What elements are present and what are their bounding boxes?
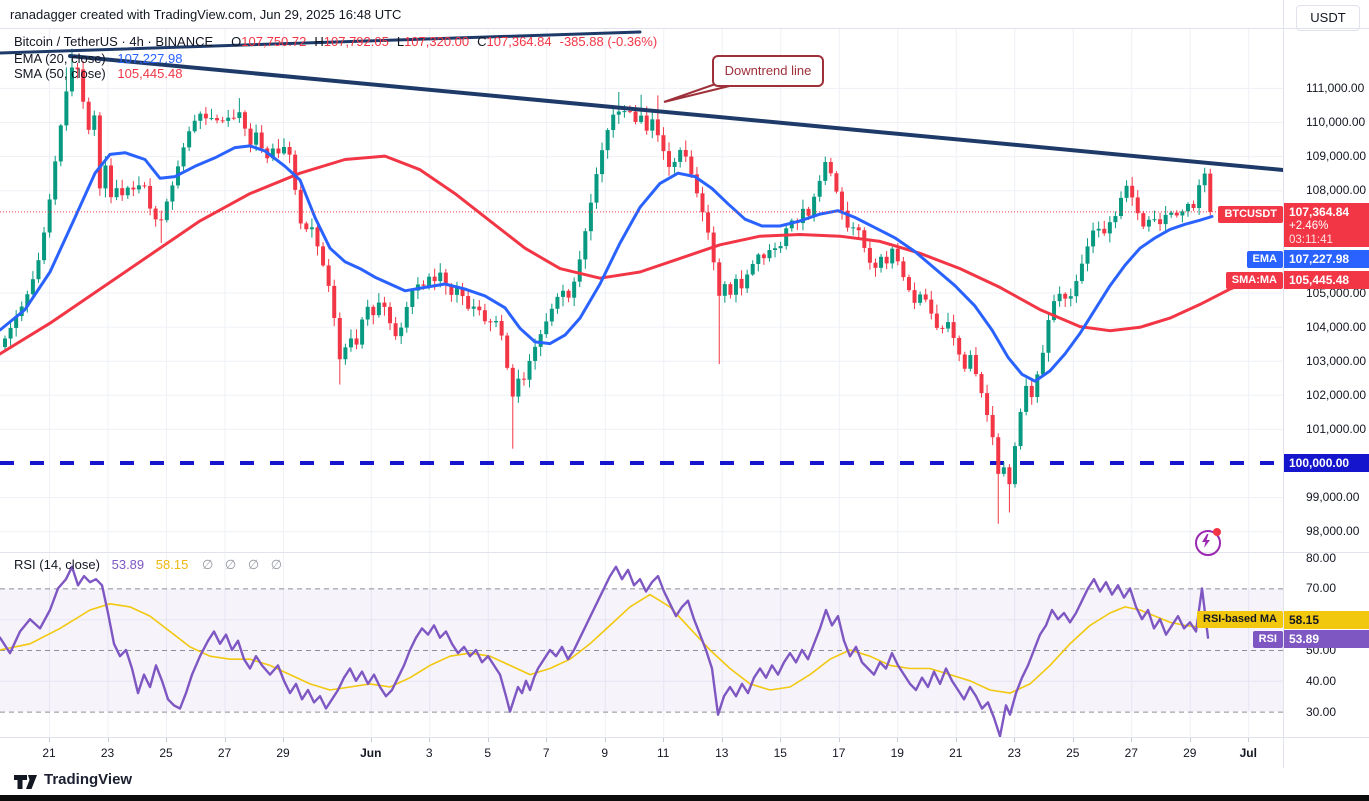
chart-top-border (0, 28, 1369, 29)
time-axis-tick (1189, 738, 1191, 742)
currency-toggle-button[interactable]: USDT (1296, 5, 1360, 31)
time-axis-label: 7 (542, 746, 550, 760)
time-axis-tick (897, 738, 899, 742)
pane-separator[interactable] (0, 552, 1369, 553)
axis-tick-label: 102,000.00 (1306, 387, 1367, 402)
axis-tick-label: 111,000.00 (1306, 80, 1365, 95)
time-axis-label: 13 (715, 746, 729, 760)
time-axis-label: 23 (100, 746, 115, 760)
time-axis-tick (1131, 738, 1133, 742)
sma-value-badge: 105,445.48 (1284, 271, 1369, 289)
price-scale-axis[interactable]: USDT 111,000.00 110,000.00 109,000.00 108,0… (1283, 0, 1369, 768)
symbol-price-pill: BTCUSDT (1218, 206, 1283, 223)
axis-tick-label: 30.00 (1306, 704, 1337, 719)
price-chart-canvas[interactable] (0, 0, 1284, 740)
axis-tick-label: 101,000.00 (1306, 421, 1367, 436)
time-axis-tick (838, 738, 840, 742)
time-axis-tick (107, 738, 109, 742)
time-axis-tick (224, 738, 226, 742)
watermark-text: ranadagger created with TradingView.com,… (10, 7, 402, 22)
last-price-badge: 107,364.84 +2.46% 03:11:41 (1284, 203, 1369, 247)
axis-tick-label: 99,000.00 (1306, 490, 1360, 505)
time-axis-label: 25 (159, 746, 173, 760)
axis-tick-label: 109,000.00 (1306, 149, 1367, 164)
time-axis-tick (1072, 738, 1074, 742)
time-axis-tick (283, 738, 284, 742)
time-axis-tick (370, 738, 372, 742)
hline-value-badge: 100,000.00 (1284, 454, 1369, 472)
time-axis-label: 21 (949, 746, 963, 760)
time-axis-label: 23 (1007, 746, 1021, 760)
time-axis-label: 27 (217, 746, 232, 760)
time-axis-tick (49, 738, 50, 742)
time-axis-tick (663, 738, 665, 742)
time-axis-tick (487, 738, 489, 742)
axis-tick-label: 98,000.00 (1306, 524, 1360, 539)
tradingview-logo-icon[interactable] (13, 772, 41, 792)
lightning-ring-icon (1195, 530, 1221, 556)
time-scale-axis[interactable]: 21 23 25 27 29 Jun 3 5 7 9 11 13 15 17 19 21 23 25 27 29 Jul (0, 737, 1369, 768)
time-axis-tick (955, 738, 957, 742)
notification-dot (1213, 528, 1221, 536)
time-axis-label: 27 (1124, 746, 1138, 760)
rsi-ma-value-badge: 58.15 (1284, 611, 1369, 629)
time-axis-label: 29 (1183, 746, 1197, 760)
lightning-ideas-button[interactable] (1194, 528, 1222, 556)
time-axis-tick (429, 738, 431, 742)
rsi-value-badge: 53.89 (1284, 630, 1369, 648)
rsi-ma-pill: RSI-based MA (1197, 611, 1283, 628)
time-axis-label: Jul (1239, 746, 1257, 760)
time-axis-label: 29 (276, 746, 290, 760)
time-axis-tick (546, 738, 548, 742)
ema-value-badge: 107,227.98 (1284, 250, 1369, 268)
axis-tick-label: 103,000.00 (1306, 353, 1367, 368)
time-axis-tick (1014, 738, 1016, 742)
rsi-pill: RSI (1252, 631, 1283, 648)
time-axis-label: 9 (601, 746, 609, 760)
tradingview-brand-link[interactable]: TradingView (44, 771, 133, 788)
axis-tick-label: 108,000.00 (1306, 183, 1367, 198)
axis-tick-label: 104,000.00 (1306, 319, 1367, 334)
lightning-bolt-icon (1202, 534, 1210, 548)
footer-bar: TradingView (0, 768, 1369, 795)
axis-tick-label: 40.00 (1306, 673, 1337, 688)
time-axis-label: 11 (657, 746, 670, 760)
time-axis-tick (1248, 738, 1250, 742)
time-axis-label: 15 (773, 746, 787, 760)
bottom-black-bar (0, 795, 1369, 801)
axis-tick-label: 70.00 (1306, 581, 1337, 596)
time-axis-tick (780, 738, 782, 742)
time-axis-tick (604, 738, 606, 742)
time-axis-label: 19 (890, 746, 904, 760)
axis-tick-label: 110,000.00 (1306, 115, 1366, 129)
time-axis-label: 3 (425, 746, 433, 760)
time-axis-label: 21 (42, 746, 56, 760)
candles (3, 48, 1213, 524)
time-axis-label: 5 (484, 746, 492, 760)
time-axis-tick (721, 738, 723, 742)
axis-tick-label: 80.00 (1306, 550, 1337, 565)
time-axis-label: 25 (1066, 746, 1080, 760)
sma-pill: SMA:MA (1225, 272, 1283, 289)
time-axis-tick (166, 738, 167, 742)
axis-tick-label: 105,000.00 (1306, 285, 1367, 300)
downtrend-callout[interactable]: Downtrend line (712, 55, 824, 87)
time-axis-label: 17 (832, 746, 846, 760)
ema-pill: EMA (1246, 251, 1283, 268)
time-axis-label: Jun (360, 746, 382, 760)
